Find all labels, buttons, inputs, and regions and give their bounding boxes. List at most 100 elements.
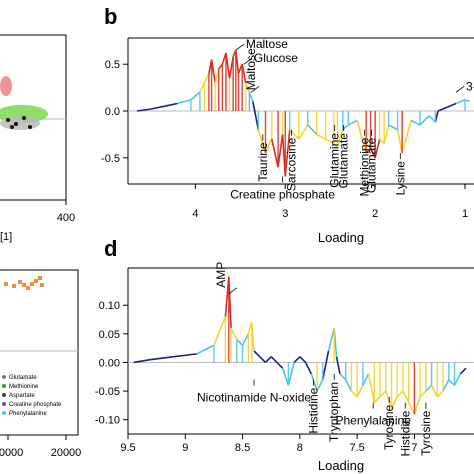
loading-segment bbox=[299, 356, 307, 364]
gray-group-ellipse bbox=[0, 116, 40, 130]
annotation-label: Maltose bbox=[246, 37, 288, 51]
red-group-ellipse bbox=[0, 76, 12, 96]
loading-segment bbox=[402, 390, 410, 403]
y-tick-label: -0.10 bbox=[95, 415, 120, 427]
loading-segment bbox=[253, 350, 261, 358]
y-tick-label: 0.5 bbox=[105, 59, 120, 71]
loading-segment bbox=[335, 356, 341, 375]
loading-segment bbox=[284, 129, 291, 177]
loading-segment bbox=[385, 390, 393, 409]
loading-segment bbox=[428, 115, 436, 123]
loading-segment bbox=[190, 91, 201, 101]
loading-segment bbox=[203, 73, 210, 84]
panel-letter-b: b bbox=[104, 4, 117, 29]
annotation-label: Creatine phosphate bbox=[230, 188, 335, 202]
loading-segment bbox=[264, 356, 272, 364]
annotation-label: 3-Hy bbox=[466, 79, 474, 93]
loading-segment bbox=[436, 390, 444, 398]
x-axis-label: Loading bbox=[318, 230, 364, 245]
loading-segment bbox=[401, 120, 412, 154]
x-tick-label: 2 bbox=[372, 208, 378, 220]
loading-segment bbox=[419, 390, 427, 398]
x-tick-label: 1 bbox=[462, 208, 468, 220]
x-axis-label: Loading bbox=[318, 458, 364, 473]
orange-scatter-point bbox=[12, 284, 16, 288]
loading-segment bbox=[425, 384, 433, 392]
loading-segment bbox=[163, 102, 178, 108]
loading-segment bbox=[321, 350, 330, 380]
loading-segment bbox=[150, 105, 165, 110]
left-top-x-tick-label: 400 bbox=[57, 212, 75, 224]
loading-segment bbox=[241, 333, 250, 346]
loading-segment bbox=[446, 102, 457, 108]
loading-segment bbox=[136, 108, 151, 112]
left-bottom-partial-panel: Glutamate Methionine Aspartate Creatine pho… bbox=[0, 269, 82, 459]
legend-label: Phenylalanine bbox=[9, 411, 47, 417]
left-top-axes-frame bbox=[0, 34, 67, 201]
orange-scatter-point bbox=[34, 279, 38, 283]
annotation-label: Tryptophan bbox=[327, 382, 341, 442]
annotation-label: Methionine bbox=[357, 137, 371, 196]
loading-segment bbox=[150, 355, 174, 361]
loading-segment bbox=[453, 373, 461, 386]
loading-segment bbox=[259, 356, 267, 364]
legend-marker bbox=[2, 384, 6, 388]
annotation-label: Sarcosine bbox=[285, 137, 299, 191]
y-tick-label: 0.0 bbox=[105, 106, 120, 118]
loading-segment bbox=[281, 367, 290, 386]
annotation-label: Nicotinamide N-oxide bbox=[197, 391, 311, 405]
loading-segment bbox=[347, 119, 358, 126]
x-tick-label: 8.5 bbox=[235, 442, 250, 454]
legend-label: Methionine bbox=[9, 384, 39, 390]
x-tick-label: 9.5 bbox=[120, 442, 135, 454]
loading-segment bbox=[464, 99, 470, 103]
orange-scatter-point bbox=[38, 276, 42, 280]
left-bottom-x-tick-label: 20000 bbox=[51, 447, 82, 459]
loading-segment bbox=[276, 361, 284, 369]
loading-segment bbox=[316, 379, 324, 392]
score-point bbox=[14, 122, 18, 126]
x-tick-label: 7.5 bbox=[349, 442, 364, 454]
loading-segment bbox=[459, 367, 467, 375]
loading-segment bbox=[413, 396, 421, 415]
loading-segment bbox=[379, 390, 387, 398]
loading-segment bbox=[407, 402, 416, 415]
loading-segment bbox=[339, 373, 347, 381]
left-top-partial-panel: 400 [1] bbox=[0, 34, 75, 243]
loading-segment bbox=[230, 327, 238, 340]
score-point bbox=[6, 118, 10, 122]
annotation-label: Histidine bbox=[398, 410, 412, 456]
annotation-leader bbox=[250, 85, 260, 93]
annotation-label: Lysine bbox=[393, 161, 407, 196]
loading-segment bbox=[310, 373, 318, 392]
legend-label: Glutamate bbox=[9, 375, 37, 381]
loading-segment bbox=[374, 138, 381, 158]
loading-segment bbox=[373, 396, 381, 404]
panel-b: b 0.5 0.0 -0.5 4 3 2 1 Loading MaltoseGlucoseMal… bbox=[101, 4, 474, 245]
annotation-leader bbox=[243, 57, 253, 65]
y-tick-label: -0.05 bbox=[95, 386, 120, 398]
loading-segment bbox=[293, 356, 301, 364]
loading-segment bbox=[448, 379, 456, 386]
annotation-label: Phenylalanine bbox=[335, 414, 411, 428]
annotation-label: Glutamate bbox=[365, 137, 379, 193]
loading-segment bbox=[173, 353, 197, 358]
loading-segment bbox=[257, 129, 267, 154]
loading-segment bbox=[362, 373, 370, 386]
loading-segment bbox=[383, 124, 390, 144]
loading-segment bbox=[304, 362, 313, 375]
x-tick-label: 9 bbox=[182, 442, 188, 454]
loading-segment bbox=[298, 124, 309, 140]
annotation-label: Histidine bbox=[307, 387, 321, 433]
loading-segment bbox=[327, 327, 336, 352]
loading-segment bbox=[287, 362, 295, 386]
legend-label: Creatine phosphate bbox=[9, 402, 62, 408]
loading-segment bbox=[442, 379, 450, 392]
loading-segment bbox=[344, 379, 353, 392]
loading-segment bbox=[369, 148, 376, 159]
loading-segment bbox=[213, 316, 227, 346]
orange-scatter-point bbox=[40, 283, 44, 287]
score-point bbox=[10, 125, 14, 129]
x-tick-label: 7 bbox=[411, 442, 417, 454]
